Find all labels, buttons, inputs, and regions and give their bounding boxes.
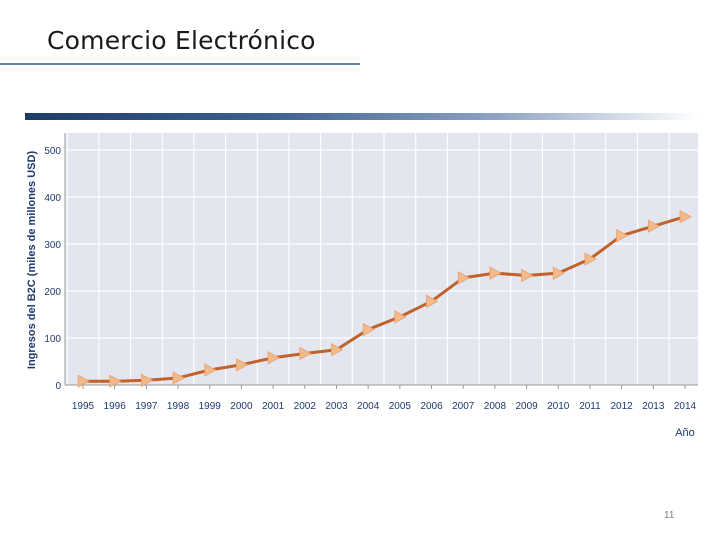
slide-title: Comercio Electrónico <box>47 26 316 55</box>
data-point <box>109 374 122 388</box>
x-tick-label: 2014 <box>674 401 697 412</box>
data-markers <box>77 210 692 388</box>
x-tick-label: 2008 <box>484 401 507 412</box>
x-tick-label: 2010 <box>547 401 570 412</box>
data-point <box>521 268 534 283</box>
y-tick-labels: 0 100 200 300 400 500 <box>44 146 61 392</box>
x-tick-label: 1997 <box>135 401 158 412</box>
data-point <box>172 371 185 385</box>
plot-background <box>65 133 698 385</box>
page-number: 11 <box>664 510 675 521</box>
y-tick-label: 0 <box>55 381 61 392</box>
data-point <box>489 266 502 280</box>
data-point <box>140 373 154 387</box>
x-tick-labels: 1995 1996 1997 1998 1999 2000 2001 2002 2003 2004… <box>72 401 697 412</box>
data-point <box>679 210 692 224</box>
x-tick-label: 2003 <box>325 401 348 412</box>
x-tick-label: 2002 <box>294 401 317 412</box>
data-point <box>457 271 471 285</box>
x-tick-label: 2006 <box>420 401 443 412</box>
data-point <box>362 322 375 337</box>
x-tick-label: 1999 <box>199 401 222 412</box>
y-tick-label: 500 <box>44 146 61 157</box>
data-point <box>236 358 249 372</box>
data-point <box>616 228 629 243</box>
x-tick-label: 2005 <box>389 401 412 412</box>
x-tick-label: 2001 <box>262 401 285 412</box>
x-tick-label: 2007 <box>452 401 475 412</box>
x-tick-label: 1995 <box>72 401 95 412</box>
x-tick-label: 1998 <box>167 401 190 412</box>
data-point <box>584 252 597 266</box>
x-tick-label: 2000 <box>230 401 253 412</box>
data-point <box>299 346 312 361</box>
y-tick-label: 400 <box>44 193 61 204</box>
y-tick-label: 200 <box>44 287 61 298</box>
x-tick-label: 2013 <box>642 401 665 412</box>
x-tick-label: 1996 <box>104 401 127 412</box>
data-point <box>267 351 280 365</box>
axes <box>64 133 698 389</box>
x-tick-label: 2012 <box>611 401 634 412</box>
data-point <box>77 374 90 388</box>
y-tick-label: 300 <box>44 240 61 251</box>
x-tick-label: 2004 <box>357 401 380 412</box>
x-tick-label: 2009 <box>515 401 538 412</box>
header-gradient-bar <box>25 113 698 120</box>
y-axis-label: Ingresos del B2C (miles de millones USD) <box>26 151 38 370</box>
y-tick-label: 100 <box>44 334 61 345</box>
data-point <box>552 266 566 280</box>
data-point <box>426 294 439 309</box>
title-underline <box>0 63 360 65</box>
data-point <box>647 219 661 233</box>
data-point <box>394 310 407 324</box>
x-tick-label: 2011 <box>579 401 601 412</box>
data-point <box>204 363 217 377</box>
x-axis-label: Año <box>675 427 695 439</box>
grid-lines <box>65 133 702 385</box>
data-point <box>331 343 344 357</box>
